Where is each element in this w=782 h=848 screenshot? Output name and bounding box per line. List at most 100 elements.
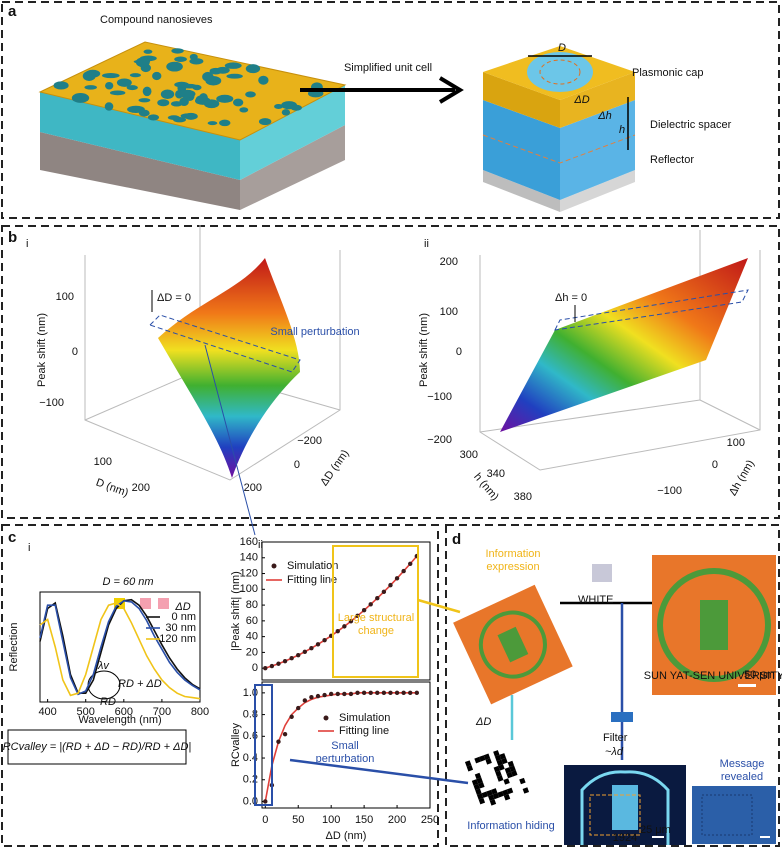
qr-cell [496,759,503,766]
hole [105,81,114,90]
hole [157,99,170,107]
data-point [296,652,301,658]
y-tick-label: 140 [240,552,258,564]
qr-cell [478,797,486,805]
hole [281,109,291,116]
y-tick-label: 160 [240,536,258,548]
y-tick-label: 0 [252,662,258,674]
qr-cell [471,779,479,786]
expression-image [453,584,573,705]
year: 1924 [613,832,637,844]
qr-cell [504,767,512,774]
qr-cell [486,789,493,797]
y-axis-label: RCvalley [230,722,242,767]
sub-label: ii [258,539,263,551]
y-tick-label: 60 [246,615,258,627]
arrow-head [438,76,464,104]
x-tick-label: 500 [77,706,95,718]
data-point [282,658,288,664]
hole [290,104,302,111]
swatch [140,598,151,609]
x-tick-label: 50 [292,814,304,826]
y-axis-label: Δh (nm) [727,458,757,498]
hole [143,49,153,54]
z-tick-label: 100 [440,306,458,318]
qr-cell [506,787,514,795]
data-point [342,691,347,697]
data-point [276,739,281,744]
spacer-label: Dielectric spacer [650,119,732,131]
data-point [276,661,281,666]
annotation: Large structural change [337,612,415,637]
plot-frame [261,541,431,681]
qr-cell [493,750,500,757]
hole [138,98,151,103]
arrow-label: Simplified unit cell [344,62,432,74]
hole [205,76,222,86]
z-axis-label: Peak shift (nm) [36,313,48,387]
y-tick-label: 0 [712,459,718,471]
hole [170,101,183,107]
scale-bar [738,684,756,687]
qr-cell [473,783,480,791]
data-point [394,690,400,696]
hole [53,81,69,90]
series-line [39,602,201,700]
x-tick-label: 100 [322,814,340,826]
x-tick-label: 300 [460,449,478,461]
data-point [335,628,340,634]
qr-cell [509,765,516,772]
plane-label: ΔD = 0 [157,292,191,304]
hole [245,91,256,98]
hole [199,93,208,104]
hole [239,107,249,113]
hole [224,62,242,69]
x-tick-label: 200 [132,482,150,494]
qr-cell [489,799,497,806]
qr-code [464,750,530,806]
data-point [388,690,393,696]
sub-label: i [26,238,28,250]
reflector-label: Reflector [650,154,694,166]
qr-cell [478,782,485,789]
qr-cell [507,760,515,768]
surface [158,258,300,478]
series-line [39,599,201,696]
hole [147,114,160,121]
data-point [375,690,380,696]
panel-label: a [8,3,17,20]
qr-cell [476,793,484,800]
legend-label: 120 nm [159,633,196,645]
box-3d [84,225,761,481]
data-point [315,642,321,647]
white-label: WHITE [578,594,613,606]
qr-cell [498,764,505,771]
z-tick-label: −100 [39,397,64,409]
z-tick-label: 0 [72,346,78,358]
data-point [263,799,268,804]
data-point [401,690,406,696]
data-point [289,714,294,719]
qr-cell [475,788,482,795]
hole [152,71,162,81]
data-point [302,649,308,654]
data-point [388,582,393,588]
hole [180,83,198,89]
formula: RCvalley = |(RD + ΔD − RD)/RD + ΔD| [3,741,192,753]
data-point [355,613,360,619]
hole [129,73,142,78]
annotation: λv [97,660,110,672]
z-axis-label: Peak shift (nm) [418,313,430,387]
perturbation-note: Small perturbation [270,326,360,338]
delta-h-label: Δh [597,110,612,122]
annotation: RD [100,696,116,708]
y-axis-label: ΔD (nm) [318,448,351,488]
hole [207,121,218,126]
data-point [335,691,340,697]
data-point [309,695,314,700]
legend-label: 30 nm [165,622,196,634]
qr-cell [519,777,526,785]
legend-label: Simulation [287,560,338,572]
